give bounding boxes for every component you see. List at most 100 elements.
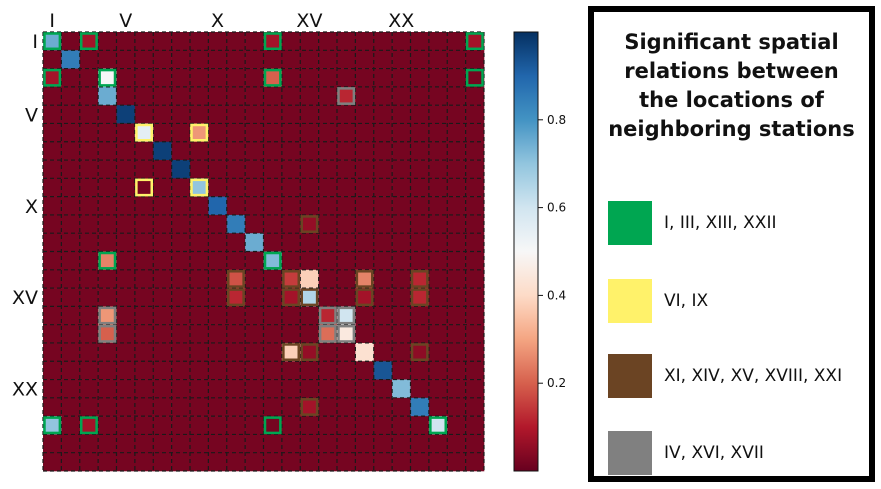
- heatmap-cell-r7-c23: [465, 160, 485, 179]
- heatmap-cell-r16-c23: [465, 324, 485, 344]
- heatmap-cell-r21-c3: [98, 416, 117, 435]
- heatmap-cell-r1-c3: [98, 50, 117, 69]
- heatmap-cell-r2-c5: [134, 68, 154, 88]
- legend-label-gray: IV, XVI, XVII: [664, 443, 764, 463]
- heatmap-cell-r21-c19: [392, 416, 411, 435]
- heatmap-cell-r17-c18: [373, 342, 393, 362]
- heatmap-cell-r23-c18: [373, 452, 393, 472]
- heatmap-cell-r23-c19: [392, 452, 411, 472]
- heatmap-cell-r4-c3: [98, 105, 117, 124]
- heatmap-cell-r11-c3: [98, 233, 117, 252]
- heatmap-cell-r9-c17: [355, 196, 375, 216]
- heatmap-cell-r16-c10: [226, 324, 246, 344]
- heatmap-cell-r20-c7: [171, 397, 191, 417]
- heatmap-cell-r6-c19: [392, 141, 411, 161]
- heatmap-cell-r12-c13: [281, 251, 301, 271]
- heatmap-cell-r0-c18: [373, 32, 393, 51]
- heatmap-cell-r12-c3: [98, 251, 117, 271]
- heatmap-cell-r21-c0: [43, 416, 62, 435]
- heatmap-cell-r3-c13: [281, 86, 301, 106]
- heatmap-cell-r22-c17: [355, 434, 375, 454]
- heatmap-cell-r9-c3: [98, 196, 117, 216]
- heatmap-cell-r15-c11: [245, 306, 264, 325]
- heatmap-cell-r6-c0: [43, 141, 62, 161]
- heatmap-cell-r13-c17: [355, 269, 375, 289]
- heatmap-cell-r19-c17: [355, 379, 375, 399]
- heatmap-cell-r0-c3: [98, 32, 117, 51]
- heatmap-cell-r17-c19: [392, 342, 411, 362]
- legend-swatch-brown: [608, 354, 652, 398]
- heatmap-cell-r13-c3: [98, 269, 117, 289]
- heatmap-cell-r10-c3: [98, 214, 117, 234]
- heatmap-cell-r23-c16: [337, 452, 356, 472]
- colorbar-tick-label: 0.6: [547, 201, 566, 215]
- heatmap-cell-r13-c8: [190, 269, 209, 289]
- heatmap-cell-r21-c22: [447, 416, 466, 435]
- heatmap-cell-r17-c0: [43, 342, 62, 362]
- heatmap-cell-r15-c12: [263, 306, 283, 325]
- heatmap-cell-r22-c8: [190, 434, 209, 454]
- heatmap-cell-r5-c5: [134, 123, 154, 143]
- heatmap-cell-r20-c23: [465, 397, 485, 417]
- heatmap-cell-r4-c13: [281, 105, 301, 124]
- heatmap-cell-r5-c8: [190, 123, 209, 143]
- heatmap-cell-r6-c5: [134, 141, 154, 161]
- heatmap-cell-r14-c10: [226, 288, 246, 307]
- heatmap-cell-r15-c4: [116, 306, 136, 325]
- heatmap-cell-r17-c13: [281, 342, 301, 362]
- heatmap-cell-r5-c3: [98, 123, 117, 143]
- heatmap-cell-r6-c16: [337, 141, 356, 161]
- heatmap-cell-r11-c10: [226, 233, 246, 252]
- heatmap-cell-r3-c1: [61, 86, 81, 106]
- heatmap-cell-r10-c17: [355, 214, 375, 234]
- heatmap-cell-r3-c9: [208, 86, 228, 106]
- heatmap-cell-r3-c6: [153, 86, 172, 106]
- heatmap-cell-r11-c12: [263, 233, 283, 252]
- heatmap-cell-r14-c13: [281, 288, 301, 307]
- heatmap-cell-r22-c19: [392, 434, 411, 454]
- heatmap-cell-r11-c7: [171, 233, 191, 252]
- heatmap-cell-r17-c22: [447, 342, 466, 362]
- heatmap-cell-r18-c13: [281, 361, 301, 380]
- heatmap-cell-r6-c3: [98, 141, 117, 161]
- legend-entry-gray: IV, XVI, XVII: [608, 431, 764, 475]
- highlight-outline-g2: [282, 343, 300, 362]
- heatmap-cell-r19-c21: [428, 379, 448, 399]
- heatmap-cell-r23-c1: [61, 452, 81, 472]
- heatmap-cell-r6-c8: [190, 141, 209, 161]
- heatmap-cell-r18-c11: [245, 361, 264, 380]
- heatmap-cell-r17-c5: [134, 342, 154, 362]
- heatmap-cell-r9-c21: [428, 196, 448, 216]
- heatmap-cell-r3-c20: [410, 86, 430, 106]
- highlight-outline-g3: [337, 87, 356, 105]
- heatmap-cell-r17-c21: [428, 342, 448, 362]
- heatmap-cell-r4-c14: [300, 105, 319, 124]
- heatmap-cell-r14-c21: [428, 288, 448, 307]
- heatmap-cell-r18-c23: [465, 361, 485, 380]
- heatmap-cell-r7-c15: [318, 160, 338, 179]
- heatmap-cell-r0-c10: [226, 32, 246, 51]
- heatmap-cell-r10-c11: [245, 214, 264, 234]
- heatmap-cell-r3-c16: [337, 86, 356, 106]
- heatmap-cell-r18-c1: [61, 361, 81, 380]
- heatmap-cell-r15-c10: [226, 306, 246, 325]
- heatmap-cell-r15-c2: [79, 306, 99, 325]
- heatmap-cell-r11-c8: [190, 233, 209, 252]
- heatmap-cell-r0-c15: [318, 32, 338, 51]
- heatmap-cell-r12-c21: [428, 251, 448, 271]
- heatmap-cell-r18-c20: [410, 361, 430, 380]
- heatmap-cell-r9-c22: [447, 196, 466, 216]
- heatmap-cell-r18-c14: [300, 361, 319, 380]
- heatmap-cell-r20-c17: [355, 397, 375, 417]
- heatmap-cell-r16-c7: [171, 324, 191, 344]
- heatmap-cell-r17-c10: [226, 342, 246, 362]
- heatmap-cell-r2-c12: [263, 68, 283, 88]
- heatmap-cell-r4-c21: [428, 105, 448, 124]
- heatmap-cell-r1-c5: [134, 50, 154, 69]
- heatmap-cell-r13-c14: [300, 269, 319, 289]
- heatmap-cell-r21-c7: [171, 416, 191, 435]
- heatmap-cell-r14-c20: [410, 288, 430, 307]
- heatmap-cell-r16-c2: [79, 324, 99, 344]
- heatmap-cell-r9-c20: [410, 196, 430, 216]
- heatmap-cell-r18-c21: [428, 361, 448, 380]
